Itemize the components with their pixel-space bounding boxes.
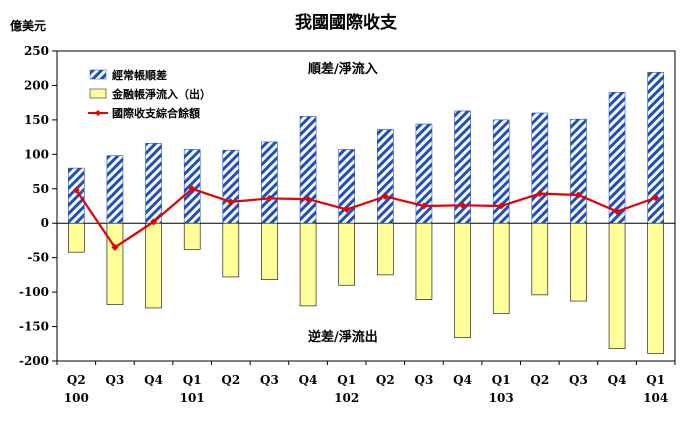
x-tick-label: Q4	[608, 373, 627, 387]
legend-label-balance: 國際收支綜合餘額	[112, 106, 200, 120]
annotation-surplus: 順差/淨流入	[308, 61, 378, 77]
bar-financial-account	[106, 222, 124, 305]
bar-financial-account	[299, 222, 317, 307]
x-year-label: 104	[643, 391, 668, 405]
bar-financial-account	[608, 222, 626, 349]
y-tick-label: -150	[19, 320, 49, 334]
balance-point	[574, 191, 582, 199]
bar-financial-account	[338, 222, 355, 286]
bar-financial-account	[492, 222, 510, 314]
balance-point	[497, 202, 505, 210]
x-tick-label: Q1	[492, 373, 511, 387]
x-year-label: 103	[489, 391, 514, 405]
balance-point	[111, 243, 119, 251]
chart-title: 我國國際收支	[295, 12, 398, 33]
bar-financial-account	[261, 222, 278, 281]
balance-point	[150, 218, 158, 226]
balance-point	[459, 201, 467, 209]
bar-current-account	[299, 116, 317, 224]
y-tick-label: 50	[32, 182, 49, 196]
bar-current-account	[145, 143, 162, 224]
bar-current-account	[377, 129, 394, 224]
balance-line	[75, 187, 657, 249]
y-tick-label: 200	[24, 78, 49, 92]
balance-point	[420, 202, 428, 210]
bar-current-account	[261, 141, 278, 224]
x-tick-label: Q4	[453, 373, 472, 387]
legend-label-financial-account: 金融帳淨流入（出）	[111, 87, 211, 101]
bar-current-account	[68, 167, 85, 224]
x-tick-label: Q4	[144, 373, 163, 387]
x-tick-label: Q1	[646, 373, 665, 387]
bar-financial-account	[145, 222, 162, 309]
x-year-label: 101	[180, 391, 205, 405]
x-axis: Q2 Q3 Q4 Q1 Q2 Q3 Q4 Q1 Q2 Q3 Q4 Q1 Q2 Q3 Q4 Q1 100 101 10…	[56, 361, 676, 405]
bar-current-account	[570, 118, 587, 224]
bar-financial-account	[415, 222, 433, 300]
y-tick-label: 0	[41, 216, 49, 230]
balance-point	[304, 195, 312, 203]
x-tick-label: Q4	[299, 373, 318, 387]
x-year-label: 102	[334, 391, 359, 405]
legend-marker-balance	[95, 110, 101, 116]
bar-financial-account	[454, 222, 471, 338]
y-tick-label: -50	[27, 251, 49, 265]
annotation-deficit: 逆差/淨流出	[308, 329, 378, 345]
x-year-label: 100	[64, 391, 89, 405]
y-tick-label: -200	[19, 354, 49, 368]
balance-point	[72, 186, 80, 194]
y-axis: 250 200 150 100 50 0 -50 -100 -150 -200	[19, 44, 57, 368]
x-tick-label: Q2	[376, 373, 395, 387]
x-tick-label: Q3	[569, 373, 588, 387]
x-tick-label: Q3	[415, 373, 434, 387]
legend: 經常帳順差 金融帳淨流入（出） 國際收支綜合餘額	[88, 68, 211, 120]
x-tick-label: Q2	[530, 373, 549, 387]
bar-financial-account	[531, 222, 549, 296]
bar-current-account	[531, 112, 549, 224]
bar-financial-account	[570, 222, 587, 302]
x-tick-label: Q3	[260, 373, 279, 387]
bar-current-account	[106, 155, 124, 224]
y-tick-label: 250	[24, 44, 49, 58]
balance-point	[613, 208, 621, 216]
x-tick-label: Q2	[221, 373, 240, 387]
bar-current-account	[222, 149, 240, 224]
bar-financial-account	[377, 222, 394, 276]
x-tick-label: Q3	[106, 373, 125, 387]
balance-point	[381, 192, 389, 200]
legend-swatch-current-account	[89, 69, 107, 80]
x-tick-label: Q1	[337, 373, 356, 387]
bar-financial-account	[647, 222, 664, 354]
balance-point	[188, 185, 196, 193]
balance-point	[343, 205, 351, 213]
unit-label: 億美元	[10, 18, 46, 33]
legend-swatch-financial-account	[89, 88, 107, 99]
x-tick-label: Q2	[67, 373, 86, 387]
bar-financial-account	[183, 222, 201, 250]
balance-point	[536, 190, 544, 198]
y-tick-label: -100	[19, 285, 49, 299]
balance-point	[652, 194, 660, 202]
legend-label-current-account: 經常帳順差	[112, 68, 167, 82]
balance-line-group	[72, 185, 660, 251]
y-tick-label: 150	[24, 113, 49, 127]
y-tick-label: 100	[24, 147, 49, 161]
bar-current-account	[608, 92, 626, 224]
balance-point	[227, 198, 235, 206]
bars	[68, 72, 664, 354]
bar-financial-account	[68, 222, 85, 253]
bar-financial-account	[222, 222, 240, 278]
balance-point	[265, 194, 273, 202]
x-tick-label: Q1	[183, 373, 202, 387]
